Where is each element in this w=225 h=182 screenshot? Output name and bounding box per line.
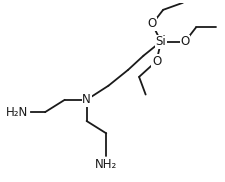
Text: NH₂: NH₂ [95, 158, 117, 171]
Text: O: O [152, 54, 161, 68]
Text: O: O [180, 35, 190, 48]
Text: H₂N: H₂N [5, 106, 28, 119]
Text: N: N [82, 93, 91, 106]
Text: Si: Si [156, 35, 166, 48]
Text: O: O [148, 17, 157, 30]
